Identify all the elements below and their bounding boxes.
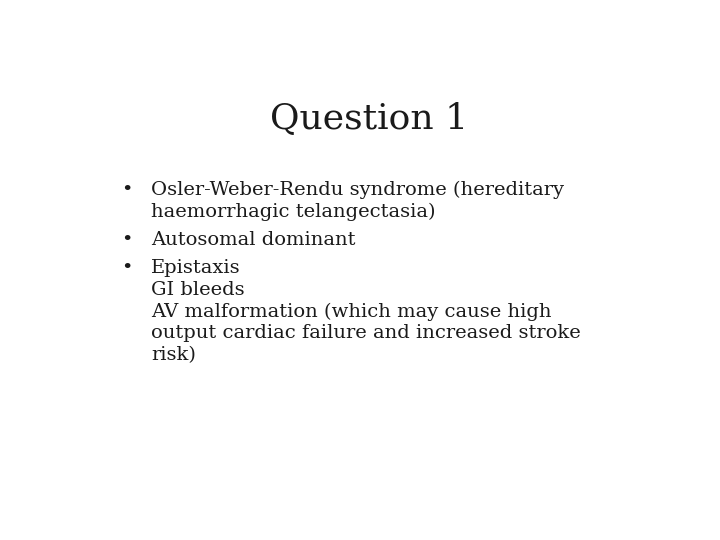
- Text: •: •: [121, 259, 132, 278]
- Text: GI bleeds: GI bleeds: [151, 281, 245, 299]
- Text: Osler-Weber-Rendu syndrome (hereditary: Osler-Weber-Rendu syndrome (hereditary: [151, 181, 564, 199]
- Text: output cardiac failure and increased stroke: output cardiac failure and increased str…: [151, 324, 581, 342]
- Text: Autosomal dominant: Autosomal dominant: [151, 231, 356, 249]
- Text: Question 1: Question 1: [270, 102, 468, 136]
- Text: •: •: [121, 231, 132, 249]
- Text: •: •: [121, 181, 132, 199]
- Text: AV malformation (which may cause high: AV malformation (which may cause high: [151, 302, 552, 321]
- Text: haemorrhagic telangectasia): haemorrhagic telangectasia): [151, 203, 436, 221]
- Text: Epistaxis: Epistaxis: [151, 259, 241, 278]
- Text: risk): risk): [151, 346, 197, 364]
